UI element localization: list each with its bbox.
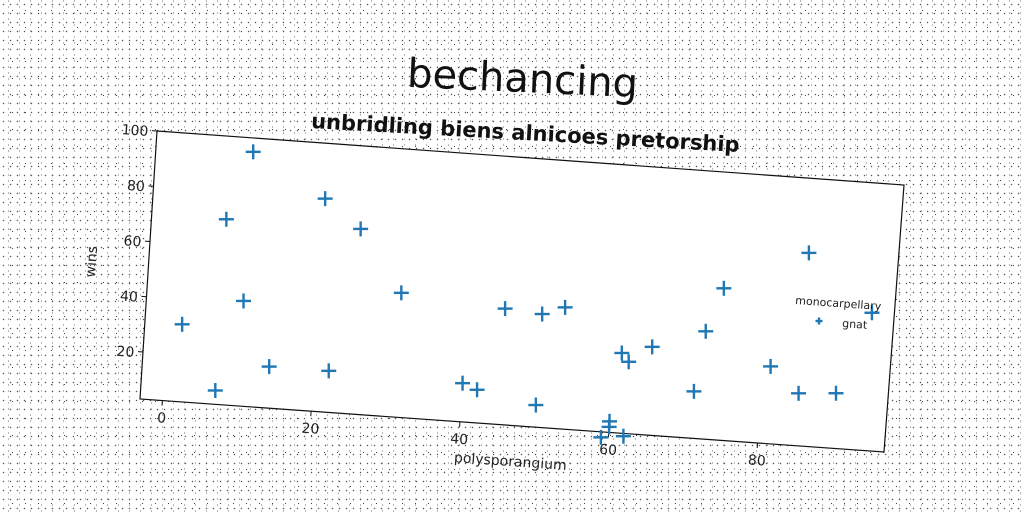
x-tick-label: 60 bbox=[599, 442, 618, 459]
data-point bbox=[321, 363, 337, 379]
x-tick-label: 80 bbox=[747, 452, 766, 469]
data-point bbox=[353, 221, 369, 237]
data-point bbox=[245, 144, 261, 160]
data-point bbox=[469, 382, 485, 398]
data-point bbox=[207, 382, 223, 398]
data-point bbox=[497, 301, 513, 317]
data-point bbox=[261, 359, 277, 375]
y-tick-label: 20 bbox=[116, 344, 135, 361]
x-tick-label: 40 bbox=[450, 431, 469, 448]
data-point bbox=[644, 339, 660, 355]
legend-label-gnat: gnat bbox=[842, 317, 869, 332]
data-point bbox=[716, 280, 732, 296]
legend-marker-plus bbox=[815, 317, 823, 325]
data-point bbox=[534, 306, 550, 322]
data-point bbox=[791, 385, 807, 401]
x-tick-label: 20 bbox=[301, 421, 320, 438]
data-point bbox=[614, 345, 630, 361]
legend-marker-gnat bbox=[815, 317, 823, 325]
y-axis-label: wins bbox=[83, 245, 101, 278]
x-tick-label: 0 bbox=[157, 410, 167, 427]
y-axis: 20 40 60 80 100 bbox=[116, 122, 158, 361]
legend-title: monocarpellary bbox=[795, 294, 882, 313]
plot-frame bbox=[139, 130, 905, 453]
data-point bbox=[528, 397, 544, 413]
data-point bbox=[828, 385, 844, 401]
data-point bbox=[455, 375, 471, 391]
y-tick-label: 100 bbox=[121, 122, 149, 140]
x-axis-label: polysporangium bbox=[453, 450, 567, 474]
data-point bbox=[601, 419, 617, 435]
x-axis: 0 20 40 60 80 bbox=[157, 400, 766, 470]
data-point bbox=[621, 354, 637, 370]
y-tick-label: 80 bbox=[126, 178, 145, 195]
data-point bbox=[593, 429, 609, 445]
data-point bbox=[864, 305, 880, 321]
y-tick-label: 40 bbox=[119, 289, 138, 306]
y-tick-label: 60 bbox=[123, 233, 142, 250]
data-point bbox=[801, 245, 817, 261]
data-point bbox=[317, 191, 333, 207]
legend: monocarpellary gnat bbox=[795, 294, 882, 332]
data-point bbox=[236, 293, 252, 309]
data-points bbox=[174, 144, 880, 445]
data-point bbox=[218, 211, 234, 227]
data-point bbox=[557, 299, 573, 315]
data-point bbox=[393, 285, 409, 301]
data-point bbox=[698, 323, 714, 339]
data-point bbox=[763, 358, 779, 374]
data-point bbox=[686, 383, 702, 399]
data-point bbox=[174, 316, 190, 332]
data-point bbox=[615, 428, 631, 444]
chart-title: bechancing bbox=[406, 51, 639, 107]
